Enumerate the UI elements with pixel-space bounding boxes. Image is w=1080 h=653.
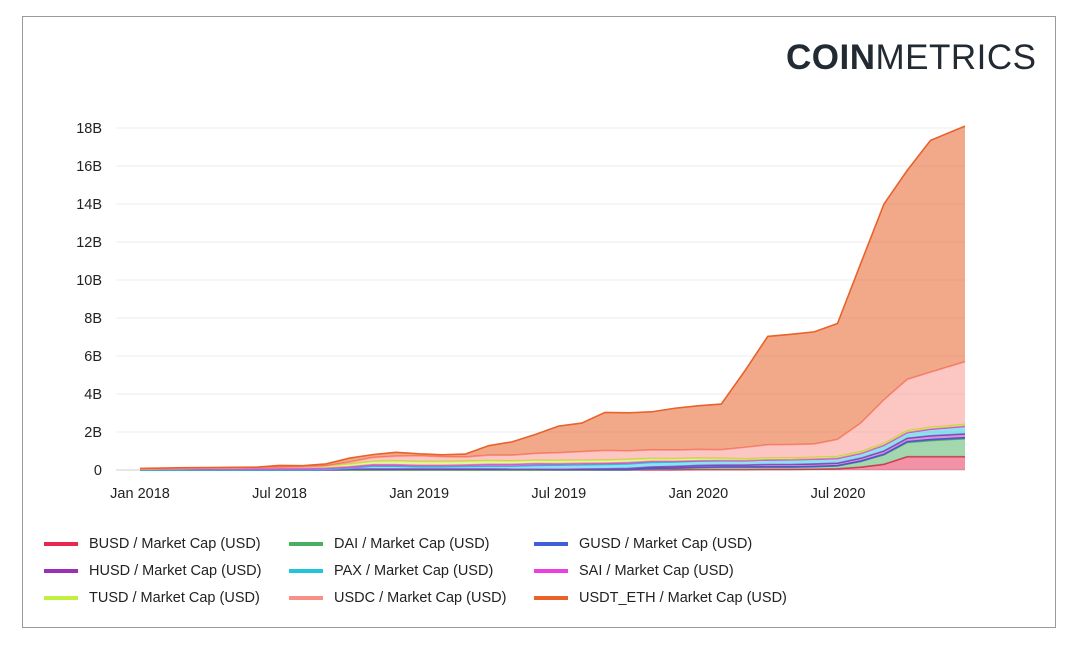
legend-label: HUSD / Market Cap (USD) xyxy=(89,563,262,579)
legend-item-pax[interactable]: PAX / Market Cap (USD) xyxy=(289,562,534,580)
y-tick-label: 16B xyxy=(76,159,102,175)
legend-label: TUSD / Market Cap (USD) xyxy=(89,590,260,606)
y-tick-label: 12B xyxy=(76,235,102,251)
chart-frame xyxy=(22,16,1056,628)
legend-item-husd[interactable]: HUSD / Market Cap (USD) xyxy=(44,562,289,580)
line-usdt-eth xyxy=(139,125,966,470)
y-tick-label: 2B xyxy=(84,425,102,441)
area-usdt-eth xyxy=(140,126,965,470)
y-tick-label: 0 xyxy=(94,463,102,479)
legend-label: USDT_ETH / Market Cap (USD) xyxy=(579,590,787,606)
legend-item-gusd[interactable]: GUSD / Market Cap (USD) xyxy=(534,535,814,553)
legend-swatch xyxy=(534,542,568,546)
legend-item-usdt-eth[interactable]: USDT_ETH / Market Cap (USD) xyxy=(534,589,814,607)
legend-label: GUSD / Market Cap (USD) xyxy=(579,536,753,552)
y-tick-label: 4B xyxy=(84,387,102,403)
legend-item-busd[interactable]: BUSD / Market Cap (USD) xyxy=(44,535,289,553)
y-tick-label: 18B xyxy=(76,121,102,137)
legend-swatch xyxy=(534,569,568,573)
x-tick-label: Jul 2020 xyxy=(811,486,866,502)
legend-label: USDC / Market Cap (USD) xyxy=(334,590,507,606)
legend-swatch xyxy=(44,596,78,600)
legend-item-dai[interactable]: DAI / Market Cap (USD) xyxy=(289,535,534,553)
x-tick-label: Jan 2019 xyxy=(389,486,449,502)
y-tick-label: 6B xyxy=(84,349,102,365)
legend-swatch xyxy=(534,596,568,600)
legend-swatch xyxy=(289,596,323,600)
legend-item-tusd[interactable]: TUSD / Market Cap (USD) xyxy=(44,589,289,607)
legend-swatch xyxy=(289,542,323,546)
legend-label: DAI / Market Cap (USD) xyxy=(334,536,490,552)
legend-swatch xyxy=(44,542,78,546)
legend: BUSD / Market Cap (USD) DAI / Market Cap … xyxy=(44,535,814,607)
y-tick-label: 8B xyxy=(84,311,102,327)
legend-label: PAX / Market Cap (USD) xyxy=(334,563,494,579)
x-tick-label: Jan 2018 xyxy=(110,486,170,502)
area-busd xyxy=(140,456,965,470)
x-tick-label: Jan 2020 xyxy=(669,486,729,502)
legend-swatch xyxy=(289,569,323,573)
y-tick-label: 10B xyxy=(76,273,102,289)
x-tick-label: Jul 2019 xyxy=(531,486,586,502)
legend-swatch xyxy=(44,569,78,573)
legend-item-usdc[interactable]: USDC / Market Cap (USD) xyxy=(289,589,534,607)
legend-label: BUSD / Market Cap (USD) xyxy=(89,536,261,552)
legend-label: SAI / Market Cap (USD) xyxy=(579,563,734,579)
legend-item-sai[interactable]: SAI / Market Cap (USD) xyxy=(534,562,814,580)
y-tick-label: 14B xyxy=(76,197,102,213)
x-tick-label: Jul 2018 xyxy=(252,486,307,502)
coinmetrics-logo: COINMETRICS xyxy=(786,38,1037,77)
